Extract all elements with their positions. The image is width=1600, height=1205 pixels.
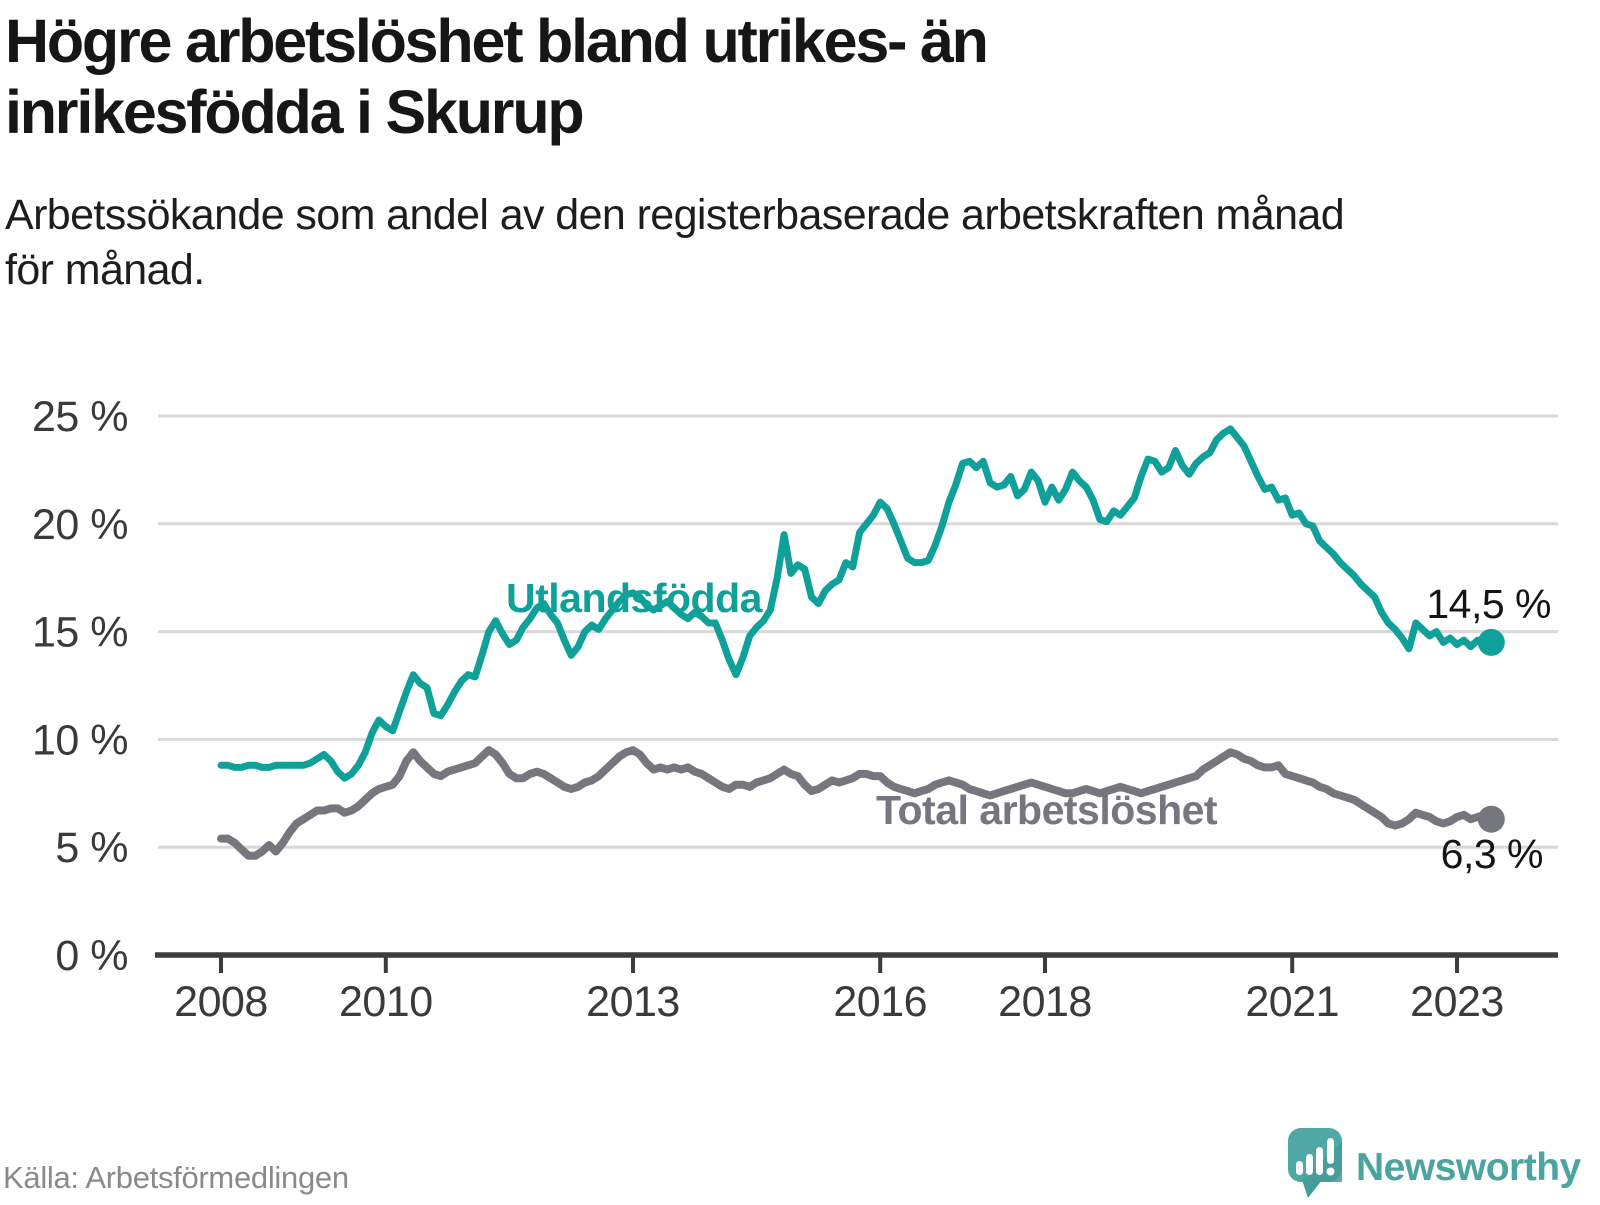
newsworthy-wordmark: Newsworthy bbox=[1356, 1146, 1581, 1189]
end-dot-total bbox=[1477, 805, 1505, 833]
page-subtitle: Arbetssökande som andel av den registerb… bbox=[5, 191, 1345, 294]
y-axis-label: 25 % bbox=[32, 393, 128, 441]
x-axis-label: 2016 bbox=[833, 978, 927, 1026]
y-axis-label: 15 % bbox=[32, 609, 128, 657]
y-axis-label: 20 % bbox=[32, 501, 128, 549]
chart-generated-layer: 0 % 5 % 10 % 15 % 20 % 25 % 2008 2010 2013 2016 20… bbox=[32, 393, 1558, 1026]
y-axis-label: 10 % bbox=[32, 716, 128, 764]
y-axis-label: 0 % bbox=[55, 932, 128, 980]
value-label-total: 6,3 % bbox=[1441, 831, 1543, 877]
x-axis-label: 2018 bbox=[998, 978, 1092, 1026]
line-utlandsfodda bbox=[217, 425, 1495, 782]
source-note: Källa: Arbetsförmedlingen bbox=[3, 1160, 349, 1195]
newsworthy-logo: Newsworthy bbox=[1284, 1126, 1600, 1200]
x-axis-label: 2013 bbox=[586, 978, 680, 1026]
series-label-utlandsfodda: Utlandsfödda bbox=[506, 575, 764, 621]
x-axis-label: 2023 bbox=[1410, 978, 1504, 1026]
end-dot-utlandsfodda bbox=[1477, 628, 1505, 656]
speech-bubble-bar-chart-icon bbox=[1288, 1128, 1342, 1198]
x-axis-label: 2021 bbox=[1245, 978, 1339, 1026]
page-title: Högre arbetslöshet bland utrikes- än inr… bbox=[5, 7, 989, 146]
x-axis-label: 2010 bbox=[339, 978, 433, 1026]
series-label-total: Total arbetslöshet bbox=[876, 787, 1218, 833]
y-axis-label: 5 % bbox=[55, 824, 128, 872]
x-axis-label: 2008 bbox=[174, 978, 268, 1026]
value-label-utlandsfodda: 14,5 % bbox=[1426, 581, 1551, 627]
line-total bbox=[217, 746, 1496, 860]
